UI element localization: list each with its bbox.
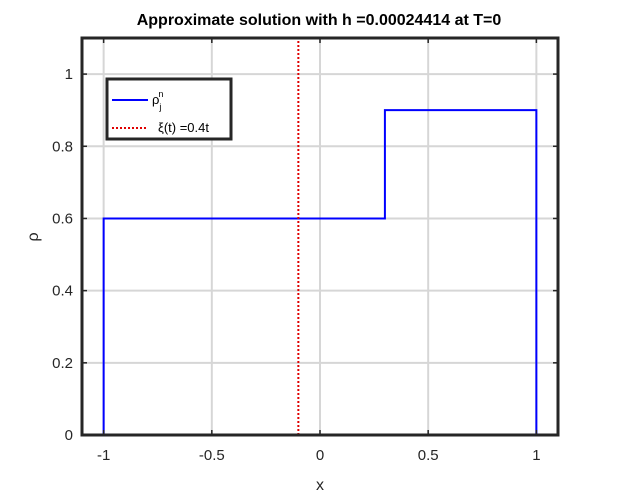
y-axis-label: ρ [25,232,42,241]
x-tick-label: 0.5 [418,447,439,464]
legend-box [105,77,233,141]
x-tick-label: 0 [316,447,324,464]
y-tick-label: 0.2 [52,355,73,372]
y-axis-ticks: 0 0.2 0.4 0.6 0.8 1 [52,66,558,444]
legend-label-xi: ξ(t) =0.4t [158,120,209,135]
series-line-rho [102,109,538,435]
series-layer [102,38,538,435]
y-tick-label: 0 [65,427,73,444]
x-tick-label: -0.5 [199,447,225,464]
x-tick-label: -1 [97,447,110,464]
y-tick-label: 0.8 [52,138,73,155]
y-tick-label: 0.6 [52,210,73,227]
x-axis-ticks: -1 -0.5 0 0.5 1 [97,38,541,464]
chart-title: Approximate solution with h =0.00024414 … [137,12,502,29]
legend-label-rho: ρjn [152,89,163,112]
x-axis-label: x [316,477,324,494]
y-tick-label: 1 [65,66,73,83]
legend: ρjn ξ(t) =0.4t [105,77,233,141]
x-tick-label: 1 [532,447,540,464]
y-tick-label: 0.4 [52,283,73,300]
